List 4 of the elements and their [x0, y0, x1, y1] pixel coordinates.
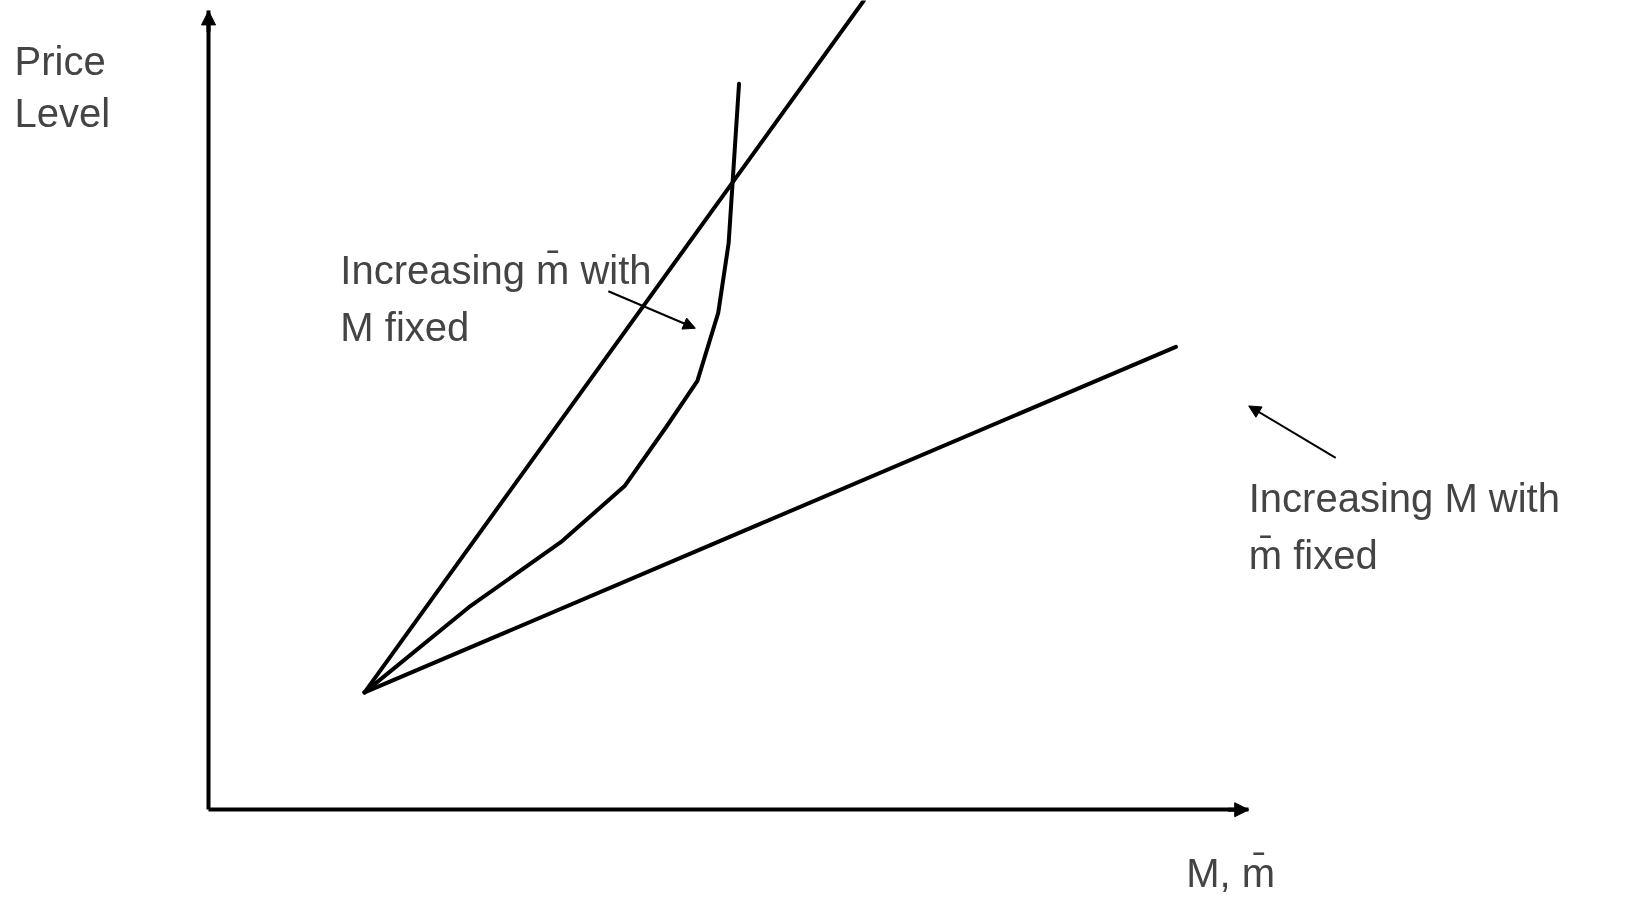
- y-axis-title: Price Level: [14, 38, 111, 136]
- x-axis-title: M, m̄: [1186, 850, 1276, 895]
- annotation: Increasing m̄ with M fixed: [340, 248, 652, 350]
- text: Increasing M with m̄ fixed: [1248, 475, 1560, 578]
